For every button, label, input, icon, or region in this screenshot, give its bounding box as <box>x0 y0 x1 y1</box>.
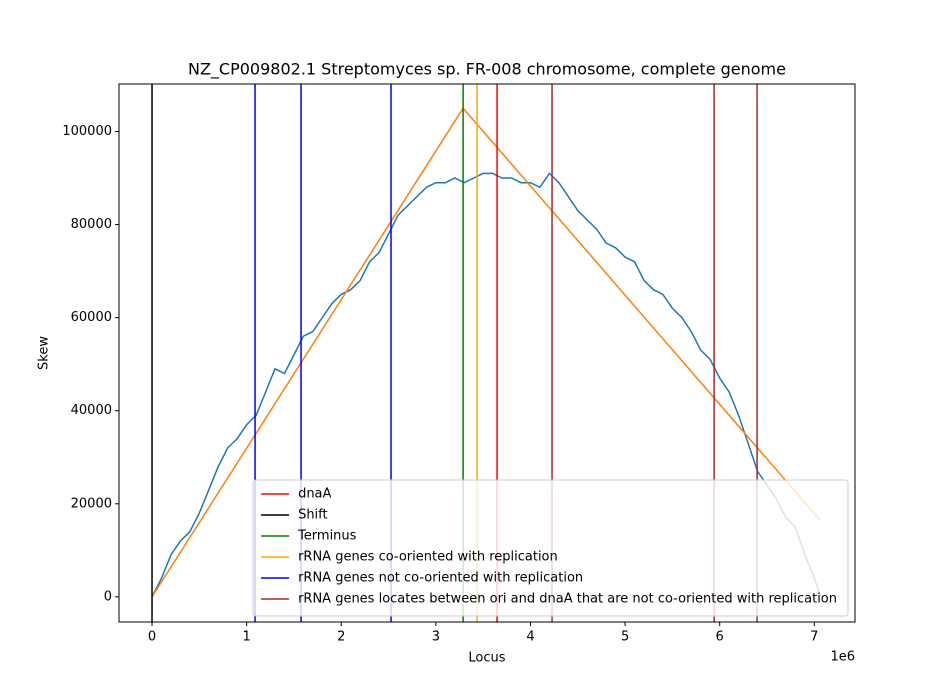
legend-label: rRNA genes locates between ori and dnaA … <box>298 592 837 607</box>
legend-label: Terminus <box>297 529 357 544</box>
legend: dnaA Shift Terminus rRNA genes co-oriented … <box>252 479 849 617</box>
y-tick-label: 60000 <box>71 310 112 325</box>
legend-box <box>252 479 849 617</box>
x-tick-label: 4 <box>526 630 534 645</box>
x-tick-label: 5 <box>621 630 629 645</box>
legend-label: Shift <box>298 508 328 523</box>
legend-label: rRNA genes co-oriented with replication <box>298 550 558 565</box>
legend-label: rRNA genes not co-oriented with replicat… <box>298 571 583 586</box>
y-tick-label: 0 <box>104 589 112 604</box>
y-tick-label: 40000 <box>71 403 112 418</box>
x-offset-label: 1e6 <box>830 650 855 665</box>
y-tick-label: 80000 <box>71 217 112 232</box>
x-tick-label: 0 <box>148 630 156 645</box>
legend-label: dnaA <box>298 487 331 502</box>
x-tick-label: 6 <box>716 630 724 645</box>
y-tick-label: 20000 <box>71 496 112 511</box>
y-tick-label: 100000 <box>62 124 112 139</box>
line-series <box>151 172 822 598</box>
x-tick-label: 3 <box>432 630 440 645</box>
y-axis-label: Skew <box>37 336 52 370</box>
x-tick-label: 2 <box>337 630 345 645</box>
plot-frame <box>118 83 856 623</box>
chart-title: NZ_CP009802.1 Streptomyces sp. FR-008 ch… <box>188 60 786 80</box>
x-tick-label: 7 <box>810 630 818 645</box>
x-axis-label: Locus <box>468 651 505 666</box>
x-tick-label: 1 <box>242 630 250 645</box>
